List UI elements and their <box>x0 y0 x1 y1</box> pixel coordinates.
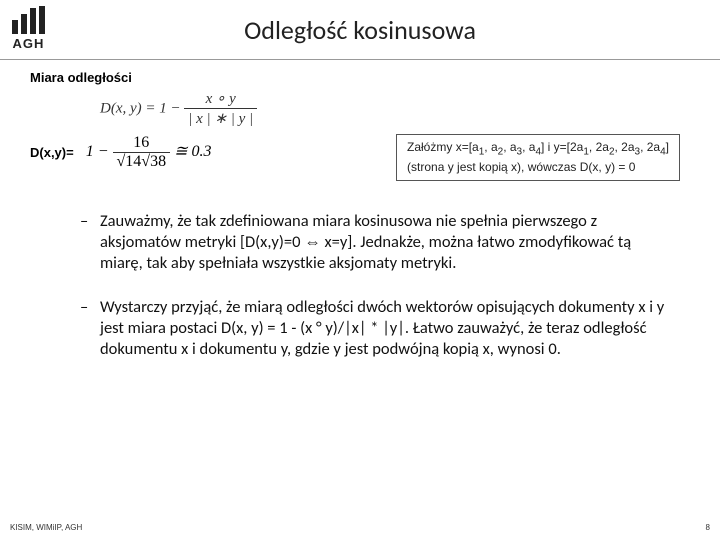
header: AGH Odległość kosinusowa <box>0 0 720 60</box>
formula2-rhs: ≅ 0.3 <box>174 143 211 160</box>
formula-example: D(x,y)= 1 − 16 √14√38 ≅ 0.3 <box>30 134 211 171</box>
footer-left: KISIM, WIMiIP, AGH <box>10 523 82 532</box>
formula-row-2: D(x,y)= 1 − 16 √14√38 ≅ 0.3 Załóżmy x=[a… <box>30 134 690 181</box>
formula2-num: 16 <box>113 134 171 153</box>
note-line-1: Załóżmy x=[a1, a2, a3, a4] i y=[2a1, 2a2… <box>407 139 669 159</box>
formula-example-label: D(x,y)= <box>30 145 74 160</box>
section-label: Miara odległości <box>30 70 690 85</box>
note-line-2: (strona y jest kopią x), wówczas D(x, y)… <box>407 159 669 176</box>
bullet-text: Wystarczy przyjąć, że miarą odległości d… <box>100 297 670 360</box>
formula-denominator: | x | ∗ | y | <box>184 109 257 128</box>
logo-bars-icon <box>12 6 45 34</box>
formula-lhs: D(x, y) = 1 − <box>100 100 181 116</box>
footer: KISIM, WIMiIP, AGH 8 <box>10 523 710 532</box>
formula2-den: √14√38 <box>113 153 171 171</box>
formula2-lhs: 1 − <box>86 143 109 160</box>
formula2-fraction: 16 √14√38 <box>113 134 171 171</box>
formula-main: D(x, y) = 1 − x ∘ y | x | ∗ | y | <box>100 89 690 128</box>
bullet-list: – Zauważmy, że tak zdefiniowana miara ko… <box>30 211 690 360</box>
bullet-text: Zauważmy, że tak zdefiniowana miara kosi… <box>100 211 670 274</box>
agh-logo: AGH <box>12 6 45 51</box>
page-number: 8 <box>706 523 710 532</box>
content-area: Miara odległości D(x, y) = 1 − x ∘ y | x… <box>0 60 720 360</box>
page-title: Odległość kosinusowa <box>0 0 720 46</box>
list-item: – Zauważmy, że tak zdefiniowana miara ko… <box>80 211 670 274</box>
assumption-note: Załóżmy x=[a1, a2, a3, a4] i y=[2a1, 2a2… <box>396 134 680 181</box>
dash-icon: – <box>80 211 100 274</box>
logo-text: AGH <box>13 36 45 51</box>
list-item: – Wystarczy przyjąć, że miarą odległości… <box>80 297 670 360</box>
formula-numerator: x ∘ y <box>184 89 257 109</box>
dash-icon: – <box>80 297 100 360</box>
formula-fraction: x ∘ y | x | ∗ | y | <box>184 89 257 128</box>
